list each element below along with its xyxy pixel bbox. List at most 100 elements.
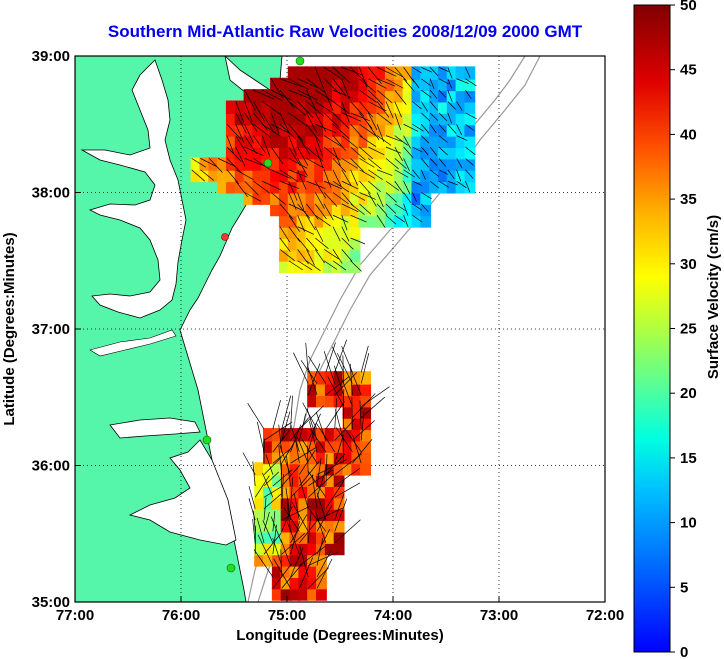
velocity-arrow (262, 101, 281, 115)
velocity-cell (402, 134, 414, 148)
velocity-arrow (412, 67, 422, 74)
velocity-arrow (412, 101, 422, 110)
velocity-arrow (360, 345, 369, 373)
velocity-arrow (299, 405, 324, 430)
velocity-arrow (244, 146, 265, 157)
velocity-cell (360, 450, 372, 465)
velocity-cell (351, 428, 363, 442)
velocity-arrow (299, 545, 326, 566)
velocity-cell (254, 462, 266, 476)
velocity-cell (243, 111, 255, 126)
velocity-cell (305, 214, 317, 228)
velocity-arrow (315, 89, 335, 103)
velocity-arrow (281, 505, 311, 521)
velocity-arrow (332, 249, 343, 264)
velocity-arrow (283, 506, 300, 532)
velocity-cell (323, 214, 334, 228)
velocity-cell (307, 484, 319, 499)
velocity-cell (411, 202, 423, 217)
velocity-cell (280, 553, 292, 567)
velocity-arrow (368, 169, 383, 180)
velocity-arrow (438, 89, 447, 98)
velocity-cell (367, 202, 379, 217)
velocity-cell (296, 123, 308, 137)
velocity-arrow (465, 180, 471, 193)
velocity-cell (307, 473, 319, 487)
velocity-arrow (316, 537, 324, 566)
velocity-cell (393, 123, 405, 137)
velocity-arrow (306, 180, 326, 189)
velocity-cell (225, 180, 237, 194)
velocity-arrow (429, 158, 438, 167)
velocity-cell (340, 123, 352, 137)
velocity-cell (278, 146, 290, 160)
velocity-cell (280, 541, 292, 556)
velocity-arrow (297, 226, 315, 235)
velocity-arrow (288, 180, 298, 201)
velocity-arrow (376, 89, 393, 104)
velocity-arrow (306, 89, 317, 111)
velocity-cell (340, 157, 352, 171)
velocity-arrow (314, 67, 324, 89)
velocity-cell (376, 134, 387, 148)
velocity-cell (271, 484, 283, 499)
velocity-arrow (447, 89, 453, 102)
velocity-arrow (367, 112, 378, 131)
velocity-arrow (465, 78, 477, 87)
velocity-arrow (297, 436, 309, 464)
velocity-cell (271, 450, 283, 465)
velocity-arrow (314, 112, 327, 133)
velocity-cell (351, 382, 363, 396)
velocity-cell (263, 450, 274, 465)
velocity-cell (437, 66, 449, 80)
velocity-cell (252, 168, 264, 183)
velocity-arrow (349, 366, 362, 396)
velocity-arrow (226, 124, 242, 140)
velocity-cell (446, 111, 458, 126)
velocity-arrow (244, 89, 256, 111)
velocity-cell (429, 100, 440, 114)
velocity-arrow (420, 169, 426, 180)
velocity-cell (316, 428, 327, 442)
velocity-arrow (299, 413, 307, 441)
velocity-cell (252, 146, 264, 160)
velocity-cell (367, 214, 379, 228)
velocity-arrow (254, 525, 257, 555)
velocity-cell (305, 191, 317, 205)
velocity-arrow (376, 112, 392, 125)
velocity-cell (420, 146, 432, 160)
velocity-cell (358, 66, 370, 80)
velocity-arrow (376, 215, 386, 228)
velocity-arrow (306, 237, 318, 252)
velocity-cell (298, 519, 310, 533)
velocity-arrow (285, 487, 291, 521)
velocity-arrow (438, 124, 446, 133)
velocity-cell (316, 371, 327, 385)
velocity-arrow (456, 180, 467, 189)
velocity-arrow (394, 158, 407, 169)
velocity-cell (324, 530, 336, 544)
velocity-cell (323, 146, 334, 160)
velocity-cell (280, 587, 292, 601)
velocity-cell (324, 496, 336, 510)
velocity-arrow (256, 421, 265, 452)
velocity-cell (323, 237, 334, 251)
velocity-arrow (447, 112, 453, 124)
velocity-cell (270, 191, 281, 205)
velocity-arrow (235, 180, 248, 197)
velocity-arrow (288, 124, 304, 142)
velocity-cell (271, 564, 283, 578)
velocity-cell (270, 111, 281, 126)
velocity-cell (252, 123, 264, 137)
velocity-cell (307, 439, 319, 453)
velocity-cell (360, 439, 372, 453)
velocity-arrow (359, 101, 374, 118)
velocity-cell (376, 66, 387, 80)
velocity-arrow (360, 353, 370, 384)
velocity-cell (331, 123, 343, 137)
velocity-arrow (341, 192, 354, 207)
velocity-cell (331, 100, 343, 114)
velocity-cell (305, 168, 317, 183)
velocity-cell (314, 66, 326, 80)
velocity-arrow (316, 504, 333, 532)
